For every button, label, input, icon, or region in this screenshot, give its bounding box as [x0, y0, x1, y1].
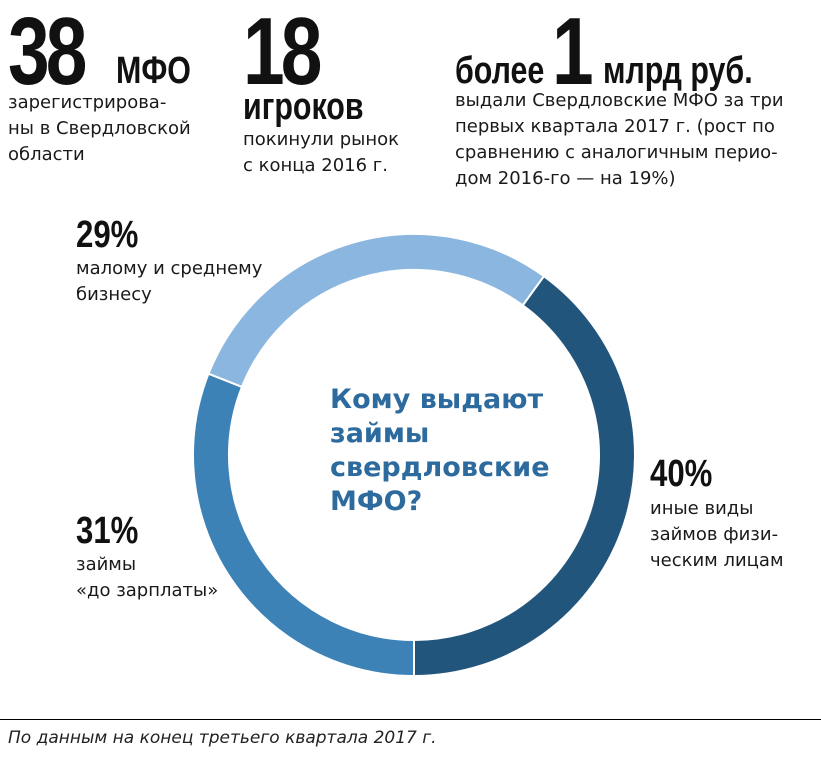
fact-2-unit: игроков — [243, 86, 364, 128]
fact-1-number: 38 — [8, 0, 87, 105]
chart-title: Кому выдают займы свердловские МФО? — [330, 384, 550, 517]
slice-label-29-pct: 29% — [76, 214, 139, 256]
fact-3-number: 1 — [552, 0, 594, 105]
fact-3-text: выдали Свердловские МФО за три первых кв… — [455, 90, 784, 189]
fact-2-text: покинули рынок с конца 2016 г. — [243, 129, 399, 176]
slice-label-40-text: иные виды займов физи- ческим лицам — [650, 498, 784, 571]
donut-slice-29 — [207, 233, 546, 389]
fact-3-unit: млрд руб. — [603, 50, 753, 92]
fact-1-text: зарегистрирова- ны в Свердловской област… — [8, 92, 191, 165]
fact-1-unit: МФО — [116, 50, 191, 92]
source-note: По данным на конец третьего квартала 201… — [8, 728, 437, 748]
footer-rule — [0, 719, 821, 720]
slice-label-31-text: займы «до зарплаты» — [76, 554, 219, 601]
fact-2-number: 18 — [243, 0, 322, 105]
slice-label-29-text: малому и среднему бизнесу — [76, 258, 263, 305]
fact-3-prefix: более — [455, 50, 545, 92]
slice-label-31-pct: 31% — [76, 510, 139, 552]
slice-label-40-pct: 40% — [650, 453, 713, 495]
